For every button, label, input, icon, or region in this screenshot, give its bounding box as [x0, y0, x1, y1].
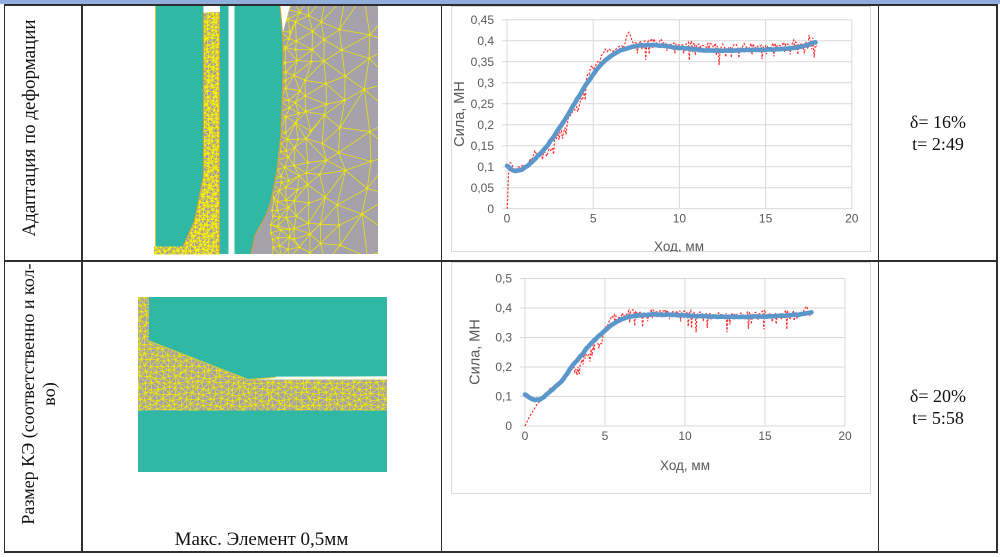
- svg-text:Ход, мм: Ход, мм: [654, 239, 704, 252]
- svg-text:0,4: 0,4: [477, 34, 494, 48]
- svg-text:0: 0: [487, 202, 494, 216]
- svg-text:20: 20: [845, 211, 859, 225]
- svg-text:0,25: 0,25: [471, 97, 495, 111]
- svg-text:5: 5: [602, 429, 609, 443]
- svg-text:0,3: 0,3: [477, 76, 494, 90]
- svg-text:0: 0: [504, 211, 511, 225]
- svg-text:Сила, МН: Сила, МН: [468, 319, 484, 385]
- svg-text:0: 0: [522, 429, 529, 443]
- svg-text:0,4: 0,4: [495, 301, 512, 315]
- svg-text:0,3: 0,3: [495, 331, 512, 345]
- svg-text:Сила, МН: Сила, МН: [452, 81, 468, 147]
- svg-text:0,1: 0,1: [477, 160, 494, 174]
- svg-text:10: 10: [673, 211, 687, 225]
- svg-text:0,1: 0,1: [495, 390, 512, 404]
- svg-text:0,45: 0,45: [471, 13, 495, 27]
- svg-text:0,15: 0,15: [471, 139, 495, 153]
- svg-text:15: 15: [759, 211, 773, 225]
- svg-text:0,35: 0,35: [471, 55, 495, 69]
- svg-text:20: 20: [838, 429, 852, 443]
- svg-text:0,2: 0,2: [477, 118, 494, 132]
- svg-text:15: 15: [758, 429, 772, 443]
- svg-text:0,2: 0,2: [495, 360, 512, 374]
- svg-text:0: 0: [505, 419, 512, 433]
- svg-text:5: 5: [590, 211, 597, 225]
- svg-text:10: 10: [678, 429, 692, 443]
- svg-text:Ход, мм: Ход, мм: [660, 458, 710, 473]
- svg-text:0,5: 0,5: [495, 272, 512, 286]
- svg-text:0,05: 0,05: [471, 181, 495, 195]
